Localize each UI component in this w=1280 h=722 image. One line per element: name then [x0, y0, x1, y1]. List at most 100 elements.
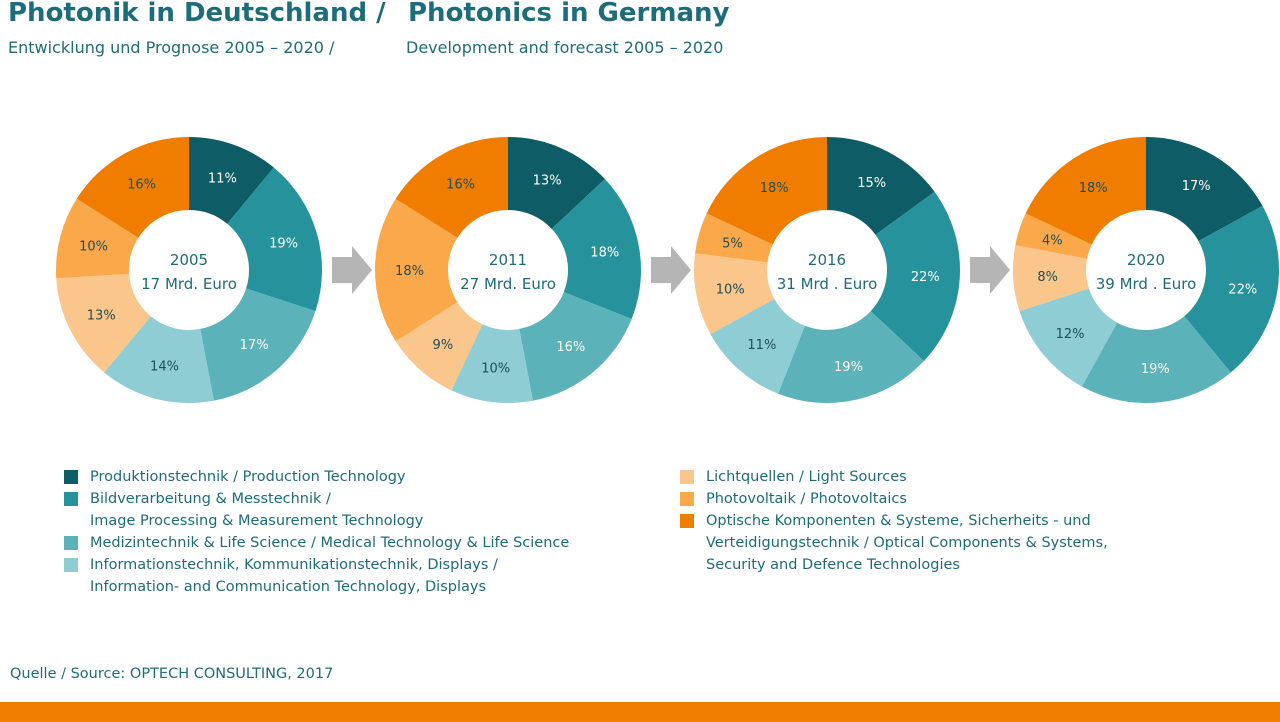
slice-label: 10%: [716, 282, 745, 297]
legend-right: Lichtquellen / Light Sources Photovoltaik…: [680, 466, 1270, 576]
legend-item-left-1: Bildverarbeitung & Messtechnik / Image Pr…: [64, 488, 654, 532]
donut-slice: [1146, 137, 1263, 242]
arrow-right-icon: [970, 246, 1010, 294]
center-label: 31 Mrd . Euro: [777, 275, 878, 293]
slice-label: 18%: [395, 264, 424, 279]
slice-label: 10%: [79, 240, 108, 255]
donut-chart-2016: 15% 22% 19% 11% 10% 5% 18% 2016 31 Mrd . Euro: [694, 137, 960, 403]
donut-slice: [551, 178, 642, 319]
legend-label: Verteidigungstechnik / Optical Component…: [706, 535, 1108, 551]
title-english: Photonics in Germany: [408, 0, 730, 28]
legend-label: Security and Defence Technologies: [706, 557, 960, 573]
legend-item-right-0: Lichtquellen / Light Sources: [680, 466, 1270, 488]
center-label: 2011: [489, 251, 527, 269]
donut-slice: [76, 137, 189, 238]
donut-slice: [778, 311, 924, 403]
slice-label: 22%: [1228, 282, 1257, 297]
donut-slice: [1025, 137, 1146, 245]
slice-label: 11%: [747, 338, 776, 353]
slice-label: 10%: [481, 362, 510, 377]
slice-label: 19%: [269, 237, 298, 252]
center-label: 2005: [170, 251, 208, 269]
donut-slice: [694, 253, 775, 335]
donut-chart-2020: 17% 22% 19% 12% 8% 4% 18% 2020 39 Mrd . Euro: [1012, 137, 1280, 403]
donut-slice: [870, 191, 960, 362]
legend-label: Lichtquellen / Light Sources: [706, 469, 907, 485]
legend-swatch: [64, 492, 78, 506]
slice-label: 19%: [834, 360, 863, 375]
donut-slice: [710, 298, 805, 394]
slice-label: 13%: [87, 309, 116, 324]
donut-slice: [1184, 205, 1280, 373]
donut-charts: 11% 19% 17% 14% 13% 10% 16% 2005 17 Mrd. Euro 13%…: [56, 137, 1280, 403]
legend-label: Optische Komponenten & Systeme, Sicherhe…: [706, 513, 1091, 529]
donut-slice: [395, 302, 483, 391]
center-label: 2020: [1127, 251, 1165, 269]
slice-label: 18%: [1079, 181, 1108, 196]
center-label: 2016: [808, 251, 846, 269]
donut-slice: [1081, 316, 1231, 403]
slice-label: 18%: [760, 181, 789, 196]
slice-label: 8%: [1037, 270, 1058, 285]
legend-label: Bildverarbeitung & Messtechnik /: [90, 491, 331, 507]
donut-slice: [56, 198, 139, 279]
subtitle-english: Development and forecast 2005 – 2020: [406, 38, 724, 57]
slice-label: 16%: [556, 340, 585, 355]
donut-slice: [374, 198, 458, 342]
donut-slice: [56, 273, 151, 373]
legend-label: Photovoltaik / Photovoltaics: [706, 491, 907, 507]
slice-label: 22%: [911, 270, 940, 285]
donut-chart-2005: 11% 19% 17% 14% 13% 10% 16% 2005 17 Mrd. Euro: [56, 137, 322, 403]
legend-left: Produktionstechnik / Production Technolo…: [64, 466, 654, 598]
legend-label: Informationstechnik, Kommunikationstechn…: [90, 557, 498, 573]
donut-slice: [104, 316, 214, 403]
legend-item-left-3: Informationstechnik, Kommunikationstechn…: [64, 554, 654, 598]
slice-label: 19%: [1141, 362, 1170, 377]
legend-swatch: [680, 514, 694, 528]
legend-swatch: [680, 470, 694, 484]
legend-label: Medizintechnik & Life Science / Medical …: [90, 535, 570, 551]
slice-label: 17%: [1182, 179, 1211, 194]
slice-label: 11%: [208, 171, 237, 186]
donut-slice: [395, 137, 508, 238]
donut-slice: [1019, 288, 1118, 387]
subtitle-german: Entwicklung und Prognose 2005 – 2020 /: [8, 38, 335, 57]
donut-slice: [1015, 213, 1092, 259]
slice-label: 13%: [533, 174, 562, 189]
legend-swatch: [680, 492, 694, 506]
arrow-right-icon: [651, 246, 691, 294]
arrow-right-icon: [332, 246, 372, 294]
legend-item-right-2: Optische Komponenten & Systeme, Sicherhe…: [680, 510, 1270, 576]
center-label: 39 Mrd . Euro: [1096, 275, 1197, 293]
donut-slice: [706, 137, 827, 245]
donut-slice: [519, 292, 632, 401]
slice-label: 14%: [150, 359, 179, 374]
legend-swatch: [64, 536, 78, 550]
legend-label: Information- and Communication Technolog…: [90, 579, 487, 595]
donut-slice: [200, 288, 316, 401]
legend-swatch: [64, 470, 78, 484]
slice-label: 5%: [722, 237, 743, 252]
slice-label: 9%: [433, 338, 454, 353]
legend-label: Produktionstechnik / Production Technolo…: [90, 469, 406, 485]
source-note: Quelle / Source: OPTECH CONSULTING, 2017: [10, 666, 334, 682]
page-title: Photonik in Deutschland / Photonics in Ge…: [8, 0, 729, 28]
legend-item-right-1: Photovoltaik / Photovoltaics: [680, 488, 1270, 510]
slice-label: 12%: [1056, 327, 1085, 342]
center-label: 17 Mrd. Euro: [141, 275, 237, 293]
donut-slice: [508, 137, 605, 229]
page-subtitle: Entwicklung und Prognose 2005 – 2020 / De…: [8, 38, 723, 57]
footer-bar: [0, 702, 1280, 722]
donut-chart-2011: 13% 18% 16% 10% 9% 18% 16% 2011 27 Mrd. Euro: [374, 137, 642, 403]
slice-label: 16%: [127, 178, 156, 193]
donut-slice: [189, 137, 274, 224]
slice-label: 17%: [240, 338, 269, 353]
donut-slice: [451, 324, 533, 403]
legend-label: Image Processing & Measurement Technolog…: [90, 513, 424, 529]
legend-item-left-0: Produktionstechnik / Production Technolo…: [64, 466, 654, 488]
donut-slice: [695, 213, 773, 263]
title-german: Photonik in Deutschland /: [8, 0, 386, 28]
center-label: 27 Mrd. Euro: [460, 275, 556, 293]
donut-slice: [1012, 245, 1089, 312]
donut-slice: [227, 167, 322, 312]
